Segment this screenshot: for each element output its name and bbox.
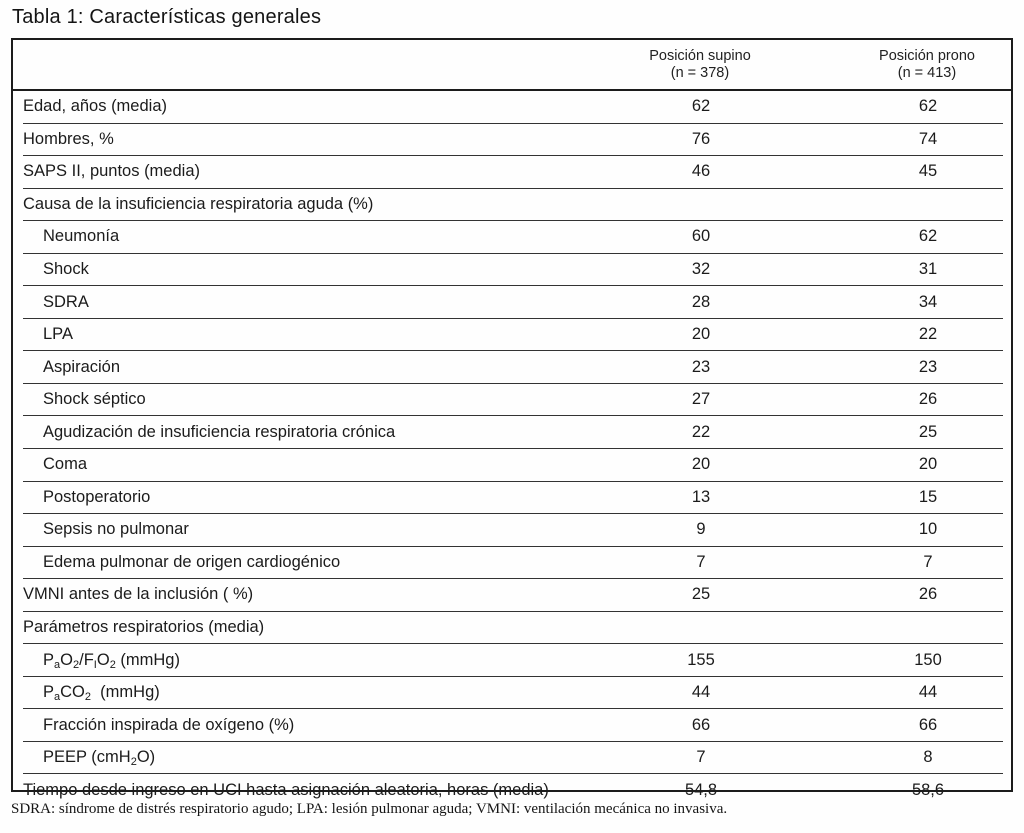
row-value-supino: 27 (691, 390, 711, 409)
row-value-prono: 45 (918, 162, 938, 181)
column-header-prono: Posición prono (n = 413) (817, 48, 1024, 82)
row-value-supino: 20 (691, 455, 711, 474)
row-value-prono: 34 (918, 292, 938, 311)
row-value-supino: 22 (691, 422, 711, 441)
row-value-prono: 25 (918, 422, 938, 441)
row-label: LPA (43, 325, 73, 344)
table-row: Fracción inspirada de oxígeno (%) 66 66 (23, 709, 1003, 742)
row-value-supino: 20 (691, 325, 711, 344)
row-label: SAPS II, puntos (media) (23, 162, 200, 181)
row-value-supino: 13 (691, 487, 711, 506)
row-label: Neumonía (43, 227, 120, 246)
table-row: Sepsis no pulmonar 9 10 (23, 514, 1003, 547)
row-label: Coma (43, 455, 88, 474)
row-label: VMNI antes de la inclusión ( %) (23, 585, 254, 604)
row-label: Postoperatorio (43, 487, 151, 506)
row-value-supino: 62 (691, 97, 711, 116)
row-label: Agudización de insuficiencia respiratori… (43, 422, 396, 441)
row-label: Sepsis no pulmonar (43, 520, 189, 539)
table-body: Edad, años (media) 62 62 Hombres, % 76 74 SAPS… (13, 91, 1011, 799)
row-label: PaO2/FIO2 (mmHg) (43, 650, 180, 670)
row-label: Edad, años (media) (23, 97, 167, 116)
row-label: Tiempo desde ingreso en UCI hasta asigna… (23, 780, 549, 799)
table-row: Shock 32 31 (23, 254, 1003, 287)
table-row: LPA 20 22 (23, 319, 1003, 352)
row-label: Parámetros respiratorios (media) (23, 618, 265, 637)
table-row: Parámetros respiratorios (media) (23, 612, 1003, 645)
row-value-supino: 32 (691, 260, 711, 278)
row-value-prono: 7 (923, 552, 933, 571)
row-label: Shock séptico (43, 390, 146, 409)
table-title: Tabla 1: Características generales (12, 6, 322, 28)
row-value-prono: 8 (923, 748, 933, 767)
row-label: Hombres, % (23, 129, 114, 148)
row-value-supino: 155 (687, 650, 715, 669)
column-header-supino-label: Posición supino (649, 48, 751, 64)
row-value-prono: 26 (918, 390, 938, 409)
row-value-prono: 26 (918, 585, 938, 604)
row-label: Shock (43, 260, 89, 278)
table-row: Edad, años (media) 62 62 (23, 91, 1003, 124)
column-header-prono-label: Posición prono (879, 48, 975, 64)
row-label: Edema pulmonar de origen cardiogénico (43, 552, 341, 571)
row-value-supino: 23 (691, 357, 711, 376)
row-value-prono: 44 (918, 683, 938, 702)
table-row: Hombres, % 76 74 (23, 124, 1003, 157)
row-label: PaCO2 (mmHg) (43, 683, 160, 703)
column-header-supino-n: (n = 378) (670, 65, 730, 81)
table-row: PaCO2 (mmHg) 44 44 (23, 677, 1003, 710)
row-value-supino: 66 (691, 715, 711, 734)
row-value-supino: 60 (691, 227, 711, 246)
table-row: Aspiración 23 23 (23, 351, 1003, 384)
row-value-prono: 62 (918, 97, 938, 116)
table-row: SAPS II, puntos (media) 46 45 (23, 156, 1003, 189)
row-value-supino: 25 (691, 585, 711, 604)
row-value-prono: 150 (914, 650, 942, 669)
row-label: Aspiración (43, 357, 121, 376)
row-value-prono: 10 (918, 520, 938, 539)
row-label: Causa de la insuficiencia respiratoria a… (23, 194, 374, 213)
table-row: Edema pulmonar de origen cardiogénico 7 7 (23, 547, 1003, 580)
row-value-supino: 9 (696, 520, 706, 539)
table-header: Posición supino (n = 378) Posición prono… (13, 40, 1011, 91)
column-header-prono-n: (n = 413) (897, 65, 957, 81)
row-value-supino: 7 (696, 552, 706, 571)
table-row: Coma 20 20 (23, 449, 1003, 482)
table-row: PEEP (cmH2O) 7 8 (23, 742, 1003, 775)
row-value-prono: 23 (918, 357, 938, 376)
table-row: Tiempo desde ingreso en UCI hasta asigna… (23, 774, 1003, 806)
row-value-prono: 31 (918, 260, 938, 278)
row-value-prono: 66 (918, 715, 938, 734)
row-value-supino: 7 (696, 748, 706, 767)
row-value-prono: 62 (918, 227, 938, 246)
column-header-supino: Posición supino (n = 378) (590, 48, 810, 82)
row-value-prono: 74 (918, 129, 938, 148)
row-value-supino: 44 (691, 683, 711, 702)
row-value-prono: 20 (918, 455, 938, 474)
table-row: Shock séptico 27 26 (23, 384, 1003, 417)
row-value-prono: 15 (918, 487, 938, 506)
table-row: SDRA 28 34 (23, 286, 1003, 319)
table-row: Postoperatorio 13 15 (23, 482, 1003, 515)
row-value-prono: 22 (918, 325, 938, 344)
row-value-supino: 76 (691, 129, 711, 148)
table-row: Causa de la insuficiencia respiratoria a… (23, 189, 1003, 222)
row-label: PEEP (cmH2O) (43, 748, 156, 768)
row-value-supino: 54,8 (684, 780, 718, 799)
table-row: PaO2/FIO2 (mmHg) 155 150 (23, 644, 1003, 677)
characteristics-table: Posición supino (n = 378) Posición prono… (11, 38, 1013, 799)
table-row: Neumonía 60 62 (23, 221, 1003, 254)
row-value-supino: 28 (691, 292, 711, 311)
row-value-supino: 46 (691, 162, 711, 181)
row-label: SDRA (43, 292, 89, 311)
row-label: Fracción inspirada de oxígeno (%) (43, 715, 295, 734)
table-row: Agudización de insuficiencia respiratori… (23, 416, 1003, 450)
footnote: SDRA: síndrome de distrés respiratorio a… (11, 801, 728, 817)
row-value-prono: 58,6 (911, 780, 945, 799)
table-row: VMNI antes de la inclusión ( %) 25 26 (23, 579, 1003, 612)
